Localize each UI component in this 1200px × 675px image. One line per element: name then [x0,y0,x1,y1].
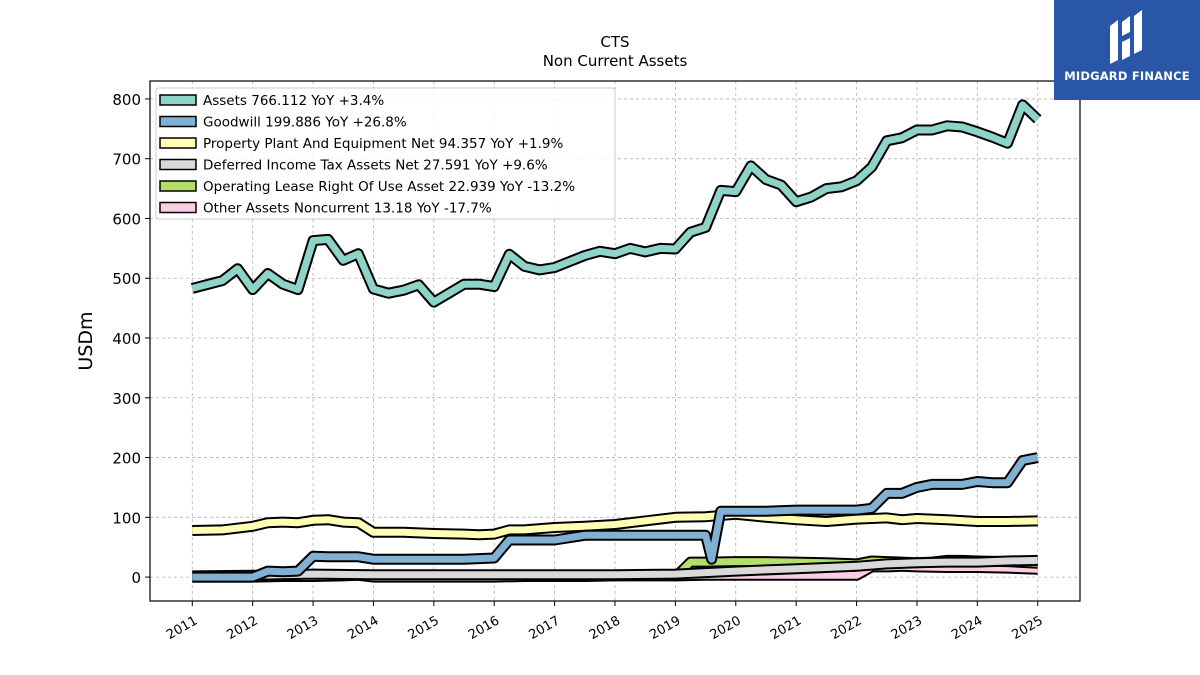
x-tick-label: 2016 [466,613,502,643]
x-tick-label: 2020 [708,613,744,643]
series-line [191,101,1041,306]
x-tick-label: 2021 [768,613,804,643]
chart-subtitle: Non Current Assets [542,52,688,70]
brand-logo: MIDGARD FINANCE [1054,0,1200,100]
series-line [192,454,1039,581]
legend-label: Property Plant And Equipment Net 94.357 … [203,136,563,152]
series-line [192,510,1038,539]
series-property-plant-and-equipment-net [192,508,1038,541]
x-tick-label: 2019 [647,613,683,643]
series-assets [190,99,1042,308]
legend-swatch [159,115,197,128]
y-tick-label: 300 [112,390,141,408]
y-tick-label: 700 [112,151,141,169]
x-tick-label: 2011 [164,613,200,643]
x-tick-label: 2012 [225,613,261,643]
y-tick-label: 400 [112,330,141,348]
x-tick-label: 2018 [587,613,623,643]
brand-name: MIDGARD FINANCE [1064,69,1190,83]
y-axis-label: USDm [75,311,97,370]
x-tick-label: 2025 [1010,613,1046,643]
legend-frame [155,87,616,220]
series-goodwill [192,452,1039,583]
x-tick-label: 2023 [889,613,925,643]
y-tick-label: 0 [131,569,141,587]
x-tick-label: 2014 [345,613,381,643]
plot-frame [149,80,1081,602]
x-tick-label: 2022 [828,613,864,643]
legend-swatch [159,158,197,171]
x-tick-label: 2024 [949,613,985,643]
y-tick-label: 600 [112,210,141,228]
series-line [192,556,1038,580]
series-deferred-income-tax-assets-net [192,554,1038,582]
legend-label: Goodwill 199.886 YoY +26.8% [203,115,407,131]
chart-title: CTS [600,33,630,51]
legend-label: Deferred Income Tax Assets Net 27.591 Yo… [203,158,548,174]
x-tick-label: 2017 [526,613,562,643]
midgard-logo-icon [1110,10,1142,64]
legend-swatch [159,180,197,192]
legend-swatch [159,201,197,214]
y-tick-label: 500 [112,270,141,288]
y-tick-label: 100 [112,509,141,527]
legend: Assets 766.112 YoY +3.4% Goodwill 199.886… [155,87,616,220]
legend-swatch [159,137,197,149]
y-tick-label: 200 [112,450,141,468]
legend-label: Assets 766.112 YoY +3.4% [203,93,384,109]
x-tick-label: 2015 [406,613,442,643]
y-tick-label: 800 [112,91,141,109]
legend-swatch [159,94,197,106]
legend-label: Other Assets Noncurrent 13.18 YoY -17.7% [203,201,492,217]
legend-label: Operating Lease Right Of Use Asset 22.93… [203,179,575,195]
x-tick-label: 2013 [285,613,321,643]
